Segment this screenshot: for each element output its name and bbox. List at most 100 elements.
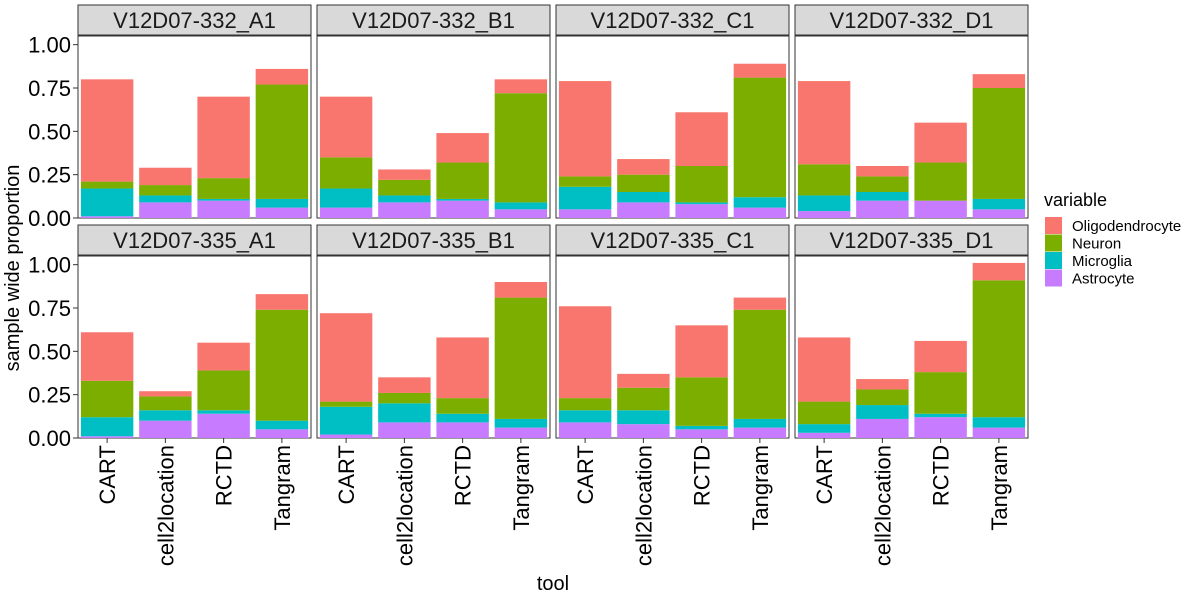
legend-label: Neuron bbox=[1072, 236, 1121, 253]
bar-segment-microglia bbox=[972, 198, 1026, 210]
legend-key-astrocyte bbox=[1045, 269, 1062, 287]
bar-segment-astrocyte bbox=[378, 422, 431, 438]
facet-strip bbox=[77, 4, 312, 36]
facet-panel: V12D07-332_A1 bbox=[77, 4, 312, 219]
bar-segment-astrocyte bbox=[914, 200, 967, 218]
facet-strip bbox=[794, 4, 1029, 36]
bar-segment-astrocyte bbox=[797, 211, 851, 218]
bar-segment-astrocyte bbox=[319, 207, 373, 218]
bar-segment-neuron bbox=[733, 77, 787, 198]
bar-segment-astrocyte bbox=[139, 202, 192, 218]
bar-segment-microglia bbox=[139, 410, 192, 421]
bar-segment-neuron bbox=[914, 372, 967, 414]
x-tick-label: CART bbox=[573, 445, 598, 505]
bar-segment-neuron bbox=[436, 398, 489, 414]
x-tick-label: RCTD bbox=[212, 445, 237, 506]
y-tick-label: 0.25 bbox=[28, 163, 71, 188]
facet-panel: V12D07-335_A1 bbox=[77, 224, 312, 439]
bar-segment-microglia bbox=[139, 195, 192, 203]
bar-segment-astrocyte bbox=[617, 424, 670, 438]
bar-segment-microglia bbox=[675, 425, 728, 430]
facet-panel: V12D07-335_C1 bbox=[555, 224, 790, 439]
bar-segment-oligodendrocyte bbox=[733, 297, 787, 310]
bar-segment-oligodendrocyte bbox=[856, 166, 909, 177]
facet-panel: V12D07-332_B1 bbox=[316, 4, 551, 219]
bar-segment-oligodendrocyte bbox=[319, 96, 373, 158]
facet-panel: V12D07-335_D1 bbox=[794, 224, 1029, 439]
x-tick-label: Tangram bbox=[270, 445, 295, 531]
facet-title: V12D07-335_A1 bbox=[113, 228, 276, 253]
bar-segment-microglia bbox=[80, 188, 134, 217]
bar-segment-oligodendrocyte bbox=[255, 68, 309, 85]
bar-segment-microglia bbox=[675, 202, 728, 205]
legend-label: Microglia bbox=[1072, 253, 1133, 270]
bar-segment-oligodendrocyte bbox=[972, 74, 1026, 88]
bar-segment-oligodendrocyte bbox=[80, 332, 134, 381]
facet-strip bbox=[794, 224, 1029, 256]
bar-segment-microglia bbox=[558, 410, 612, 423]
facet-title: V12D07-332_A1 bbox=[113, 8, 276, 33]
bar-segment-neuron bbox=[378, 392, 431, 404]
legend-key-microglia bbox=[1045, 252, 1062, 269]
bar-segment-astrocyte bbox=[675, 204, 728, 218]
facet-strip bbox=[555, 224, 790, 256]
bar-segment-oligodendrocyte bbox=[914, 340, 967, 373]
bar-segment-microglia bbox=[558, 186, 612, 210]
legend-key-neuron bbox=[1045, 234, 1062, 252]
bar-segment-oligodendrocyte bbox=[378, 377, 431, 393]
facet-title: V12D07-332_C1 bbox=[591, 8, 755, 33]
bar-segment-neuron bbox=[558, 176, 612, 187]
bar-segment-oligodendrocyte bbox=[558, 306, 612, 399]
bar-segment-astrocyte bbox=[139, 420, 192, 438]
bar-segment-neuron bbox=[856, 176, 909, 192]
x-tick-label: CART bbox=[812, 445, 837, 505]
bar-segment-neuron bbox=[494, 93, 548, 203]
bar-segment-oligodendrocyte bbox=[197, 342, 250, 371]
bar-segment-astrocyte bbox=[558, 422, 612, 438]
bar-segment-microglia bbox=[319, 188, 373, 208]
bar-segment-neuron bbox=[856, 389, 909, 406]
bar-segment-astrocyte bbox=[436, 422, 489, 438]
bar-segment-neuron bbox=[972, 88, 1026, 199]
legend-title: variable bbox=[1044, 190, 1107, 210]
bar-segment-oligodendrocyte bbox=[436, 337, 489, 399]
facet-strip bbox=[316, 224, 551, 256]
x-tick-label: Tangram bbox=[509, 445, 534, 531]
bar-segment-neuron bbox=[675, 377, 728, 426]
bar-segment-oligodendrocyte bbox=[319, 313, 373, 402]
bar-segment-microglia bbox=[255, 198, 309, 208]
bar-segment-oligodendrocyte bbox=[378, 169, 431, 180]
bar-segment-microglia bbox=[378, 195, 431, 203]
bar-segment-astrocyte bbox=[914, 417, 967, 438]
bar-segment-astrocyte bbox=[80, 216, 134, 218]
bar-segment-microglia bbox=[378, 403, 431, 423]
bar-segment-astrocyte bbox=[856, 200, 909, 218]
bar-segment-neuron bbox=[139, 396, 192, 411]
legend-label: Astrocyte bbox=[1072, 271, 1135, 288]
legend: variable OligodendrocyteNeuronMicrogliaA… bbox=[1044, 190, 1181, 288]
y-tick-label: 0.50 bbox=[28, 119, 71, 144]
bar-segment-astrocyte bbox=[319, 434, 373, 438]
bar-segment-oligodendrocyte bbox=[494, 282, 548, 298]
bar-segment-oligodendrocyte bbox=[80, 79, 134, 182]
bar-segment-astrocyte bbox=[255, 429, 309, 438]
bar-segment-oligodendrocyte bbox=[856, 379, 909, 390]
bar-segment-microglia bbox=[972, 417, 1026, 428]
bar-segment-neuron bbox=[617, 387, 670, 411]
x-tick-label: cell2location bbox=[392, 445, 417, 566]
x-tick-label: Tangram bbox=[987, 445, 1012, 531]
bar-segment-oligodendrocyte bbox=[797, 337, 851, 402]
facet-title: V12D07-332_D1 bbox=[830, 8, 994, 33]
bar-segment-astrocyte bbox=[972, 427, 1026, 438]
bar-segment-microglia bbox=[617, 192, 670, 203]
bar-segment-astrocyte bbox=[197, 200, 250, 218]
bar-segment-neuron bbox=[558, 398, 612, 411]
bar-segment-neuron bbox=[675, 166, 728, 203]
bar-segment-astrocyte bbox=[494, 209, 548, 218]
facet-panel: V12D07-335_B1 bbox=[316, 224, 551, 439]
bar-segment-microglia bbox=[436, 198, 489, 201]
bar-segment-microglia bbox=[494, 418, 548, 428]
bar-segment-oligodendrocyte bbox=[914, 122, 967, 163]
bar-segment-neuron bbox=[436, 162, 489, 199]
